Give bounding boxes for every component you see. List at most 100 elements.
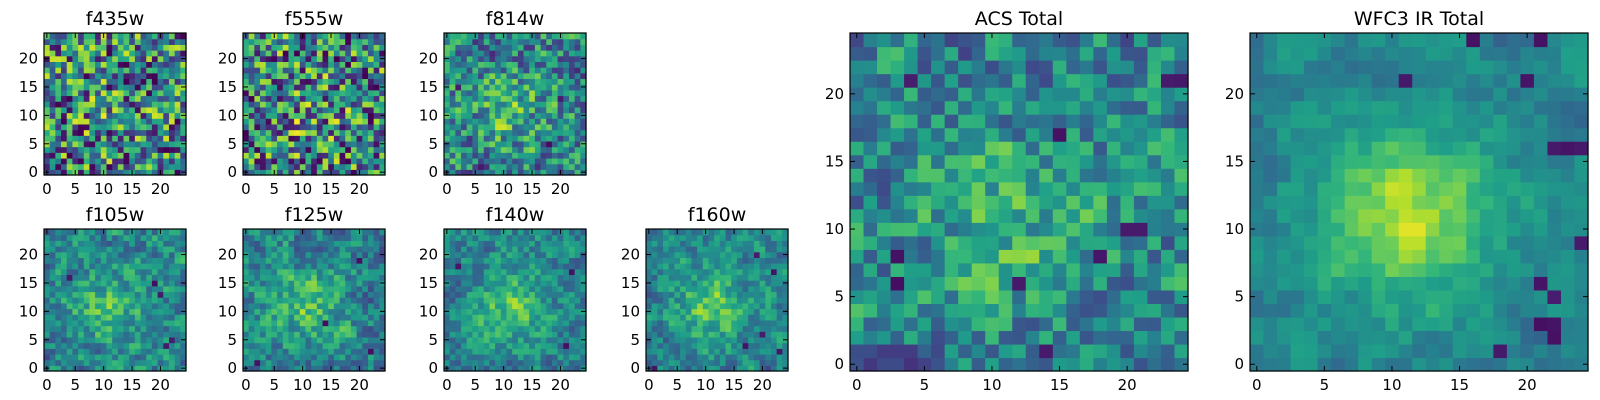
- y-tick-label: 10: [218, 106, 237, 124]
- heatmap-cell: [931, 289, 946, 304]
- heatmap-cell: [316, 234, 324, 241]
- heatmap-cell: [78, 234, 85, 241]
- heatmap-cell: [580, 291, 587, 298]
- heatmap-cell: [1052, 276, 1067, 291]
- heatmap-cell: [305, 314, 312, 321]
- heatmap-cell: [151, 342, 159, 349]
- heatmap-cell: [1174, 168, 1189, 183]
- heatmap-cell: [134, 129, 142, 136]
- heatmap-cell: [568, 146, 576, 153]
- heatmap-cell: [362, 106, 369, 114]
- heatmap-cell: [731, 251, 738, 258]
- heatmap-cell: [151, 157, 159, 165]
- heatmap-cell: [112, 314, 119, 321]
- heatmap-cell: [89, 106, 96, 114]
- heatmap-cell: [1093, 235, 1108, 250]
- heatmap-cell: [299, 84, 307, 91]
- heatmap-cell: [489, 291, 496, 298]
- heatmap-cell: [316, 78, 324, 85]
- heatmap-cell: [106, 135, 113, 142]
- heatmap-cell: [265, 89, 272, 97]
- heatmap-cell: [1160, 168, 1176, 183]
- heatmap-cell: [44, 72, 51, 80]
- heatmap-cell: [288, 72, 295, 80]
- heatmap-cell: [850, 343, 865, 359]
- heatmap-cell: [243, 257, 250, 264]
- heatmap-cell: [180, 72, 187, 80]
- heatmap-cell: [563, 123, 570, 131]
- heatmap-cell: [574, 95, 581, 102]
- heatmap-cell: [299, 123, 307, 131]
- heatmap-cell: [546, 229, 553, 236]
- heatmap-cell: [117, 129, 125, 136]
- heatmap-cell: [890, 195, 905, 210]
- heatmap-cell: [449, 44, 456, 51]
- heatmap-cell: [373, 302, 380, 310]
- heatmap-cell: [322, 302, 329, 310]
- heatmap-cell: [117, 157, 125, 165]
- heatmap-cell: [776, 336, 783, 344]
- heatmap-cell: [299, 257, 307, 264]
- heatmap-cell: [998, 235, 1013, 250]
- heatmap-cell: [277, 359, 284, 366]
- heatmap-cell: [305, 297, 312, 304]
- heatmap-cell: [663, 314, 670, 321]
- heatmap-cell: [770, 331, 778, 338]
- heatmap-cell: [523, 285, 530, 293]
- heatmap-cell: [1039, 249, 1054, 264]
- heatmap-cell: [731, 297, 738, 304]
- heatmap-cell: [146, 169, 153, 176]
- heatmap-cell: [243, 135, 250, 142]
- heatmap-cell: [466, 157, 473, 165]
- heatmap-cell: [265, 297, 272, 304]
- heatmap-cell: [61, 38, 68, 45]
- heatmap-cell: [563, 353, 570, 361]
- heatmap-cell: [322, 89, 329, 97]
- heatmap-cell: [557, 353, 564, 361]
- heatmap-cell: [455, 291, 462, 298]
- heatmap-cell: [685, 280, 693, 287]
- heatmap-cell: [282, 348, 290, 355]
- heatmap-cell: [288, 308, 295, 315]
- heatmap-cell: [568, 140, 576, 148]
- heatmap-cell: [168, 157, 176, 165]
- heatmap-cell: [333, 229, 341, 236]
- heatmap-cell: [529, 291, 536, 298]
- heatmap-cell: [345, 152, 352, 159]
- heatmap-cell: [55, 112, 62, 119]
- x-tick-label: 10: [94, 376, 113, 394]
- heatmap-cell: [540, 146, 547, 153]
- heatmap-cell: [646, 257, 653, 264]
- heatmap-cell: [248, 152, 255, 159]
- heatmap-cell: [574, 123, 581, 131]
- heatmap-cell: [1133, 343, 1149, 359]
- heatmap-cell: [174, 359, 181, 366]
- heatmap-cell: [305, 146, 312, 153]
- heatmap-cell: [316, 163, 324, 170]
- heatmap-cell: [333, 336, 341, 344]
- heatmap-cell: [759, 359, 766, 366]
- heatmap-cell: [540, 118, 547, 125]
- heatmap-cell: [362, 291, 369, 298]
- heatmap-cell: [506, 297, 513, 304]
- y-tick-label: 20: [19, 50, 38, 68]
- heatmap-cell: [134, 67, 142, 74]
- heatmap-cell: [691, 263, 698, 270]
- heatmap-cell: [271, 257, 278, 264]
- heatmap-cell: [151, 38, 159, 45]
- heatmap-cell: [725, 257, 732, 264]
- heatmap-cell: [294, 78, 301, 85]
- heatmap-cell: [500, 274, 508, 281]
- heatmap-cell: [163, 157, 170, 165]
- heatmap-cell: [449, 152, 456, 159]
- heatmap-cell: [461, 146, 468, 153]
- heatmap-cell: [83, 61, 91, 68]
- heatmap-cell: [100, 38, 108, 45]
- heatmap-cell: [483, 342, 491, 349]
- heatmap-cell: [461, 291, 468, 298]
- heatmap-cell: [61, 61, 68, 68]
- heatmap-cell: [345, 240, 352, 247]
- heatmap-cell: [708, 314, 715, 321]
- heatmap-cell: [759, 319, 766, 327]
- heatmap-cell: [294, 50, 301, 57]
